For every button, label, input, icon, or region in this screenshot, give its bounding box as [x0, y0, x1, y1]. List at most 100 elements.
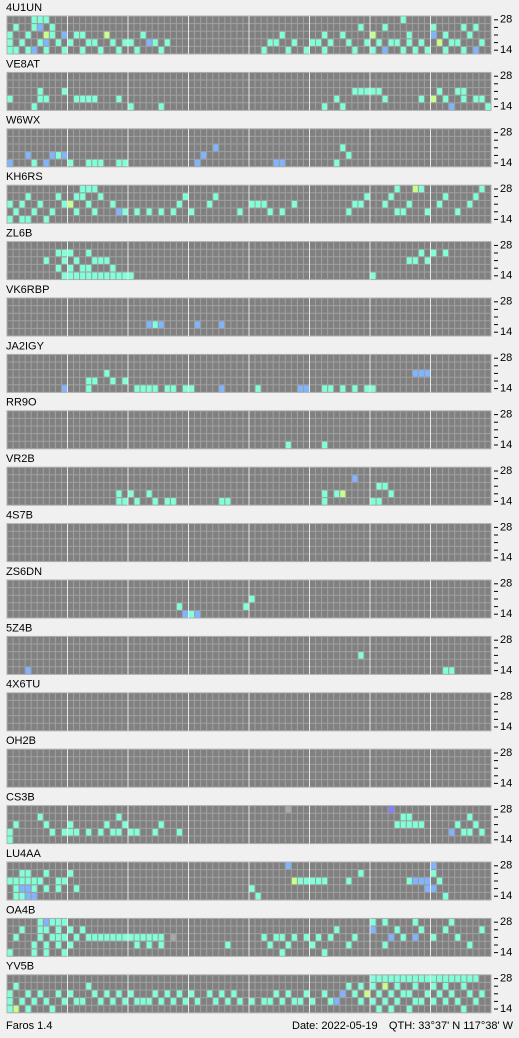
signal-cell: [49, 918, 55, 926]
signal-cell: [110, 264, 116, 272]
signal-cell: [25, 990, 31, 998]
signal-cell: [55, 39, 61, 46]
signal-cell: [394, 926, 400, 934]
signal-cell: [418, 998, 424, 1005]
signal-cell: [406, 821, 412, 828]
signal-cell: [352, 88, 358, 95]
signal-cell: [406, 877, 412, 885]
signal-cell: [98, 159, 104, 167]
signal-cell: [61, 949, 67, 956]
signal-cell: [37, 990, 43, 998]
signal-cell: [346, 877, 352, 885]
signal-cell: [182, 193, 188, 200]
signal-cell: [424, 257, 430, 264]
signal-cell: [418, 975, 424, 982]
signal-cell: [412, 982, 418, 990]
band-label: 28: [500, 183, 512, 195]
signal-cell: [267, 998, 273, 1005]
signal-cell: [279, 949, 285, 956]
signal-cell: [116, 828, 122, 836]
signal-cell: [443, 998, 449, 1005]
signal-cell: [134, 46, 140, 54]
signal-cell: [412, 934, 418, 941]
signal-cell: [424, 975, 430, 982]
signal-cell: [328, 934, 334, 941]
signal-cell: [382, 95, 388, 103]
signal-cell: [55, 152, 61, 159]
signal-cell: [116, 990, 122, 998]
signal-cell: [424, 208, 430, 216]
signal-cell: [49, 208, 55, 216]
signal-cell: [461, 88, 467, 95]
signal-cell: [13, 885, 19, 892]
signal-cell: [340, 490, 346, 498]
signal-cell: [31, 892, 37, 900]
signal-cell: [61, 272, 67, 280]
signal-cell: [394, 975, 400, 982]
signal-cell: [43, 885, 49, 892]
signal-cell: [86, 385, 92, 392]
signal-cell: [364, 88, 370, 95]
signal-cell: [170, 208, 176, 216]
signal-cell: [382, 46, 388, 54]
signal-cell: [358, 88, 364, 95]
signal-cell: [116, 46, 122, 54]
signal-cell: [134, 828, 140, 836]
signal-cell: [285, 806, 291, 813]
grid-lines: [7, 72, 491, 111]
signal-cell: [237, 208, 243, 216]
signal-cell: [255, 892, 261, 900]
signal-cell: [140, 31, 146, 39]
signal-cell: [437, 39, 443, 46]
signal-cell: [443, 975, 449, 982]
station-name: CS3B: [6, 792, 35, 804]
signal-cell: [31, 885, 37, 892]
signal-cell: [92, 377, 98, 385]
signal-cell: [158, 46, 164, 54]
signal-cell: [285, 46, 291, 54]
signal-cell: [297, 385, 303, 392]
signal-cell: [370, 88, 376, 95]
band-label: 14: [500, 326, 512, 338]
signal-cell: [310, 39, 316, 46]
signal-cell: [443, 892, 449, 900]
signal-cell: [370, 385, 376, 392]
signal-cell: [443, 982, 449, 990]
signal-cell: [473, 193, 479, 200]
signal-cell: [116, 272, 122, 280]
signal-cell: [98, 272, 104, 280]
signal-cell: [61, 31, 67, 39]
signal-cell: [328, 385, 334, 392]
signal-cell: [418, 39, 424, 46]
section-dividers: [67, 805, 431, 844]
signal-cell: [110, 934, 116, 941]
signal-cell: [382, 918, 388, 926]
signal-cell: [322, 949, 328, 956]
signal-cell: [346, 39, 352, 46]
signal-cell: [31, 16, 37, 24]
signal-cell: [431, 95, 437, 103]
signal-cell: [431, 249, 437, 257]
signal-cell: [334, 926, 340, 934]
signal-cell: [7, 828, 13, 836]
signal-cell: [80, 193, 86, 200]
signal-cell: [303, 990, 309, 998]
signal-cell: [55, 918, 61, 926]
signal-cell: [13, 892, 19, 900]
signal-cell: [128, 490, 134, 498]
station-name: 4S7B: [6, 510, 33, 522]
signal-cell: [346, 152, 352, 159]
signal-cell: [25, 1005, 31, 1013]
signal-cell: [437, 975, 443, 982]
signal-cell: [485, 103, 491, 110]
signal-cell: [437, 877, 443, 885]
signal-cell: [31, 998, 37, 1005]
signal-cell: [43, 31, 49, 39]
band-label: 28: [500, 409, 512, 421]
signal-cell: [19, 200, 25, 208]
signal-cell: [273, 159, 279, 167]
signal-cell: [370, 918, 376, 926]
section-dividers: [67, 72, 431, 111]
signal-cell: [68, 870, 74, 877]
signal-cell: [370, 982, 376, 990]
